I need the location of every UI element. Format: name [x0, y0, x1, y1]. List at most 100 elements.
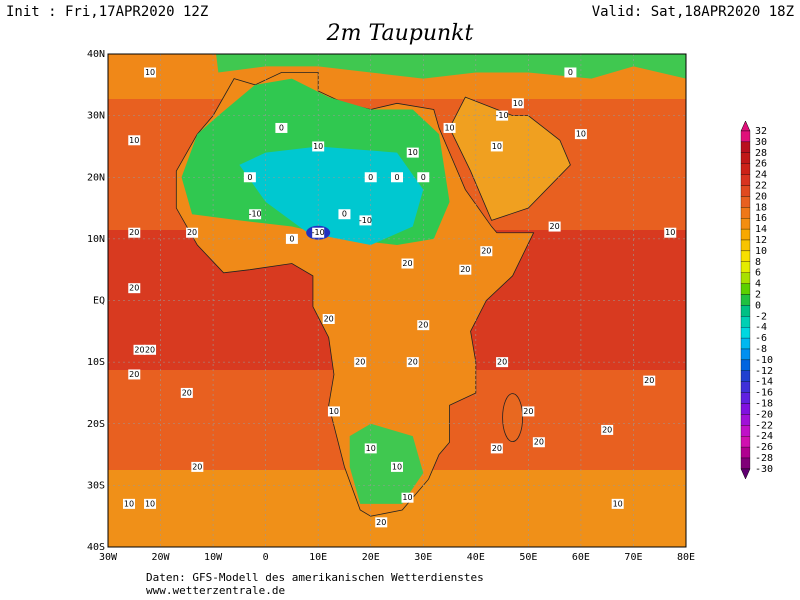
contour-label-bg	[327, 406, 340, 417]
contour-label-bg	[180, 387, 193, 398]
contour-label-bg	[128, 227, 141, 238]
contour-label-bg	[574, 129, 587, 140]
contour-label: 20	[129, 228, 139, 237]
contour-label: 0	[279, 123, 284, 132]
contour-label: 10	[492, 142, 502, 151]
colorbar-swatch	[740, 250, 751, 262]
x-tick-label: 30W	[99, 552, 118, 563]
contour-label: -10	[496, 111, 509, 120]
contour-label-bg	[133, 344, 146, 355]
colorbar-label: 14	[755, 224, 767, 235]
colorbar-swatch	[740, 163, 751, 175]
colorbar-label: 30	[755, 137, 767, 148]
colorbar-label: 12	[755, 235, 767, 246]
contour-label: 20	[534, 438, 544, 447]
map-frame	[107, 53, 687, 548]
colorbar-label: -24	[755, 431, 773, 442]
contour-label-bg	[391, 172, 403, 183]
contour-label: 10	[576, 130, 586, 139]
contour-label: 0	[342, 210, 347, 219]
colorbar-label: 6	[755, 268, 761, 279]
y-tick-label: 10N	[87, 234, 105, 245]
contour-label-bg	[611, 498, 624, 509]
contour-label-bg	[128, 283, 141, 294]
contour-label-bg	[322, 313, 335, 324]
contour-label: 10	[366, 444, 376, 453]
contour-label: 0	[289, 234, 294, 243]
contour-label-bg	[417, 320, 430, 331]
contour-label-bg	[359, 215, 372, 226]
contour-label-bg	[275, 122, 288, 133]
colorbar-label: 20	[755, 191, 767, 202]
colorbar-top-arrow	[740, 120, 751, 132]
y-tick-label: 40N	[87, 49, 105, 60]
contour-label-bg	[406, 147, 419, 158]
contour-label: 20	[145, 345, 155, 354]
contour-label: 0	[421, 173, 426, 182]
colorbar-label: 0	[755, 300, 761, 311]
contour-label: 10	[665, 228, 675, 237]
colorbar-label: -2	[755, 311, 767, 322]
colorbar-label: -30	[755, 464, 773, 475]
contour-label-bg	[532, 437, 545, 448]
x-tick-label: 10E	[309, 552, 327, 563]
colorbar-swatch	[740, 414, 751, 426]
contour-label-bg	[459, 264, 472, 275]
x-tick-label: 10W	[204, 552, 223, 563]
contour-label: 10	[402, 493, 412, 502]
contour-label: 20	[187, 228, 197, 237]
colorbar-swatch	[740, 207, 751, 219]
y-tick-label: 10S	[87, 357, 105, 368]
contour-label-bg	[564, 67, 577, 78]
madagascar	[502, 393, 523, 442]
contour-label-bg	[191, 461, 204, 472]
contour-label-bg	[391, 461, 403, 472]
contour-label-bg	[375, 517, 388, 528]
x-tick-label: 40E	[467, 552, 485, 563]
contour-label-bg	[496, 357, 509, 368]
contour-label-bg	[312, 141, 325, 152]
arabia	[449, 96, 571, 221]
colorbar-label: 22	[755, 181, 767, 192]
contour-label: 0	[368, 173, 373, 182]
valid-time: Valid: Sat,18APR2020 18Z	[592, 4, 794, 20]
contour-label-bg	[243, 172, 256, 183]
colorbar-swatch	[740, 327, 751, 339]
x-tick-label: 70E	[624, 552, 642, 563]
colorbar-swatch	[740, 436, 751, 448]
contour-label: 10	[444, 123, 454, 132]
contour-label-bg	[443, 122, 456, 133]
colorbar-swatch	[740, 283, 751, 295]
colorbar-swatch	[740, 337, 751, 350]
contour-label: -10	[359, 216, 372, 225]
colorbar-swatch	[740, 359, 751, 371]
contour-label: 20	[324, 314, 334, 323]
colorbar-label: -10	[755, 355, 773, 366]
sahel-dry	[239, 146, 424, 246]
colorbar-label: -16	[755, 388, 773, 399]
contour-label-bg	[312, 227, 325, 238]
contour-label: 20	[492, 444, 502, 453]
colorbar-swatch	[740, 403, 751, 415]
contour-label: 10	[145, 68, 155, 77]
colorbar-swatch	[740, 185, 751, 197]
colorbar-swatch	[740, 239, 751, 252]
colorbar-label: -6	[755, 333, 767, 344]
colorbar-swatch	[740, 141, 751, 153]
contour-label: 20	[460, 265, 470, 274]
x-tick-label: 0	[263, 552, 269, 563]
contour-label-bg	[548, 221, 561, 232]
contour-label-bg	[490, 141, 503, 152]
contour-label: 10	[513, 99, 523, 108]
contour-label-bg	[490, 443, 503, 454]
contour-label-bg	[480, 246, 493, 257]
colorbar-label: 16	[755, 213, 767, 224]
contour-label: 20	[129, 284, 139, 293]
colorbar-swatch	[740, 228, 751, 241]
contour-label: 10	[124, 499, 134, 508]
contour-label: 20	[182, 388, 192, 397]
contour-label-bg	[511, 98, 524, 109]
contour-label: 10	[145, 499, 155, 508]
